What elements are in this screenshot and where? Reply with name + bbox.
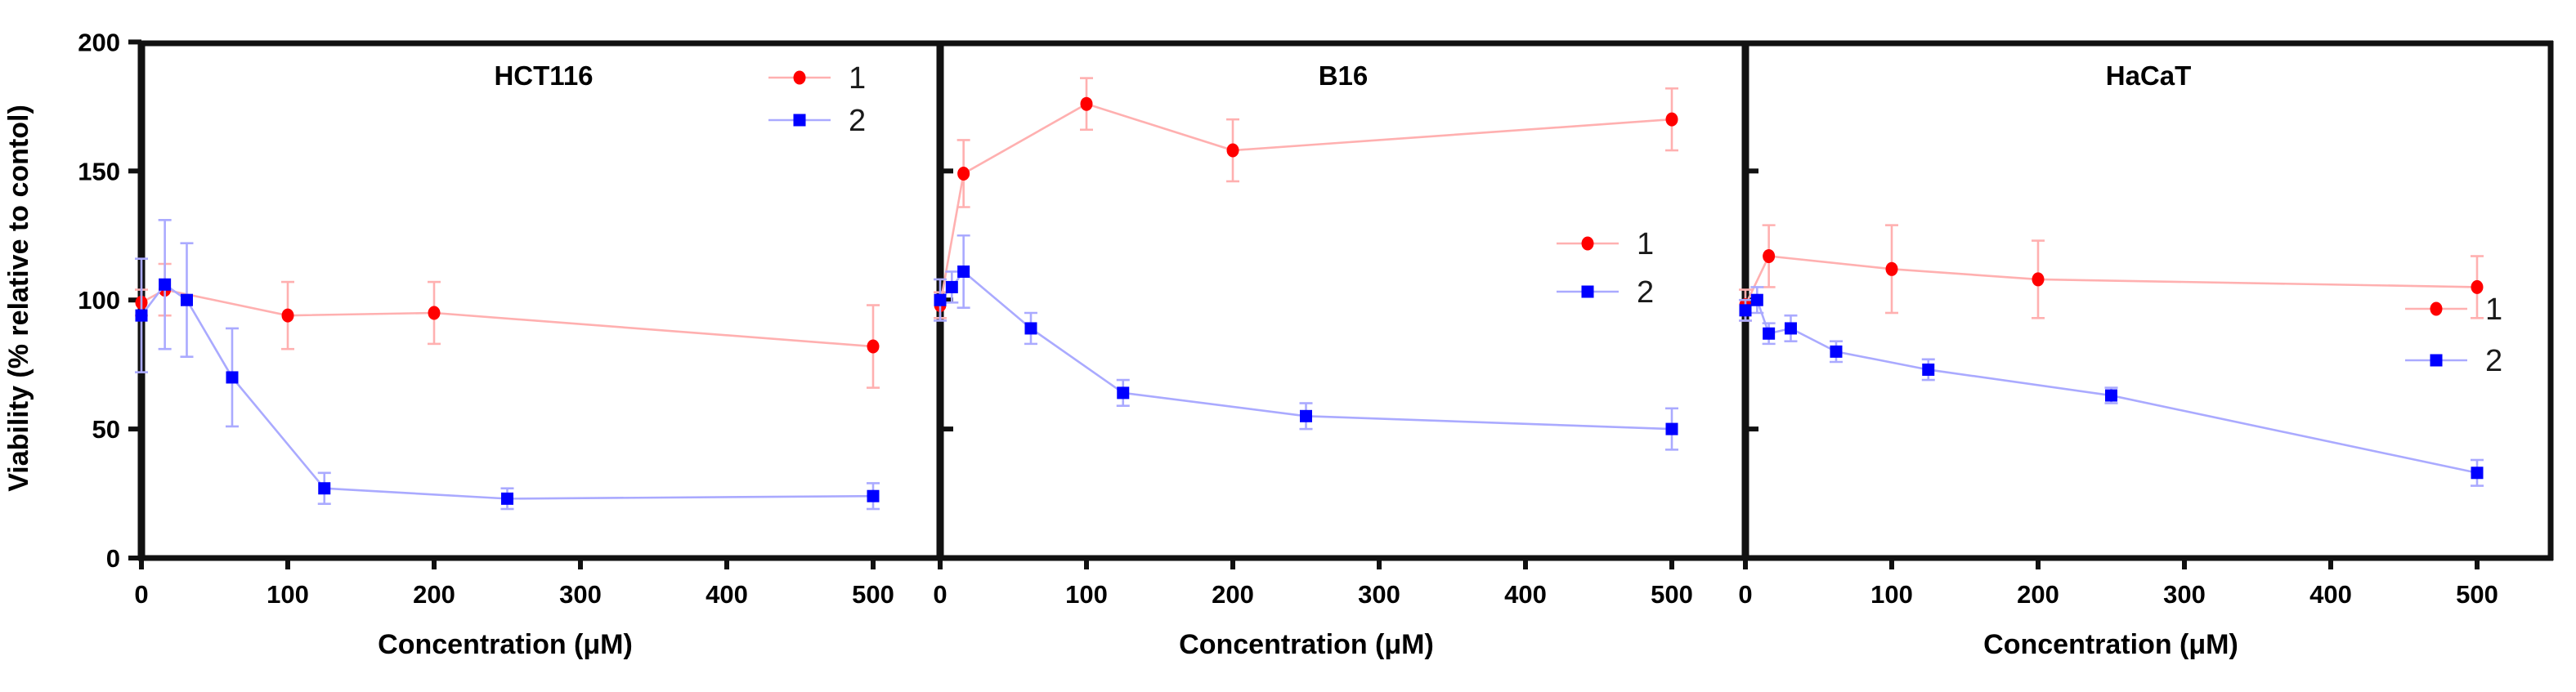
data-point-circle bbox=[957, 166, 970, 181]
data-point-circle bbox=[1665, 112, 1678, 127]
data-point-square bbox=[1830, 345, 1843, 358]
y-tick-label: 150 bbox=[78, 157, 120, 185]
x-tick-label: 0 bbox=[134, 580, 148, 609]
data-point-square bbox=[957, 265, 970, 278]
series-line-1 bbox=[939, 102, 1673, 306]
x-tick-label: 200 bbox=[1212, 580, 1254, 609]
legend-label-1: 1 bbox=[849, 61, 866, 96]
data-point-circle bbox=[1763, 249, 1776, 264]
data-point-circle bbox=[281, 308, 294, 323]
legend-marker-circle bbox=[2430, 301, 2443, 316]
data-point-square bbox=[2471, 467, 2484, 480]
x-axis-label-panel3: Concentration (μM) bbox=[1983, 629, 2238, 660]
data-point-square bbox=[1739, 304, 1752, 317]
x-axis-label-panel1: Concentration (μM) bbox=[378, 629, 633, 660]
plot-area: 0 50 100 150 200 0 100 200 300 400 500 1 2 0 100 200 300… bbox=[78, 28, 2554, 609]
legend-marker-square bbox=[793, 114, 806, 127]
data-point-square bbox=[2105, 389, 2117, 402]
legend-label-2: 2 bbox=[1637, 275, 1654, 310]
data-point-circle bbox=[2471, 279, 2484, 294]
data-point-square bbox=[1784, 322, 1797, 335]
data-point-square bbox=[180, 293, 193, 306]
y-tick-label: 200 bbox=[78, 28, 120, 56]
data-point-square bbox=[159, 278, 172, 291]
x-tick-label: 400 bbox=[706, 580, 748, 609]
data-point-circle bbox=[1885, 261, 1898, 276]
data-point-square bbox=[226, 371, 239, 384]
legend-marker-square bbox=[1581, 285, 1594, 298]
data-point-square bbox=[1750, 293, 1763, 306]
data-point-circle bbox=[2032, 272, 2045, 287]
data-point-square bbox=[1117, 386, 1130, 400]
series-line-2 bbox=[1745, 297, 2478, 475]
data-point-square bbox=[135, 309, 148, 322]
legend-label-1: 1 bbox=[2485, 292, 2502, 327]
series-line-2 bbox=[140, 283, 874, 500]
data-point-circle bbox=[428, 306, 441, 320]
x-tick-label: 400 bbox=[2309, 580, 2352, 609]
x-tick-label: 300 bbox=[559, 580, 602, 609]
data-point-square bbox=[501, 492, 513, 505]
data-point-square bbox=[1763, 327, 1776, 340]
x-tick-label: 500 bbox=[2456, 580, 2498, 609]
x-tick-label: 500 bbox=[1651, 580, 1693, 609]
panel-title-hacat: HaCaT bbox=[2106, 60, 2192, 91]
x-tick-label: 300 bbox=[1358, 580, 1400, 609]
y-tick-label: 50 bbox=[92, 415, 120, 444]
series-line-1 bbox=[141, 288, 874, 348]
data-point-square bbox=[1665, 422, 1678, 435]
data-point-square bbox=[318, 482, 331, 495]
data-point-circle bbox=[1080, 96, 1093, 111]
series-line-1 bbox=[1744, 255, 2478, 306]
x-tick-label: 0 bbox=[1738, 580, 1752, 609]
x-tick-label: 500 bbox=[852, 580, 894, 609]
x-tick-label: 300 bbox=[2163, 580, 2206, 609]
legend-label-2: 2 bbox=[2485, 344, 2502, 378]
x-tick-label: 0 bbox=[933, 580, 947, 609]
x-tick-label: 100 bbox=[267, 580, 309, 609]
legend-label-1: 1 bbox=[1637, 227, 1654, 261]
legend-marker-square bbox=[2430, 354, 2443, 367]
data-point-square bbox=[945, 280, 958, 293]
x-tick-label: 200 bbox=[2017, 580, 2059, 609]
data-point-circle bbox=[867, 339, 880, 354]
data-point-square bbox=[1300, 409, 1312, 422]
data-point-square bbox=[1024, 322, 1037, 335]
data-point-square bbox=[867, 489, 880, 502]
data-point-square bbox=[934, 293, 947, 306]
x-tick-label: 100 bbox=[1870, 580, 1913, 609]
y-tick-label: 100 bbox=[78, 286, 120, 315]
y-axis-label: Viability (% relative to contol) bbox=[3, 105, 34, 492]
panel-title-hct116: HCT116 bbox=[494, 60, 593, 91]
panel-title-b16: B16 bbox=[1319, 60, 1369, 91]
x-tick-label: 200 bbox=[413, 580, 455, 609]
data-point-square bbox=[1922, 363, 1935, 376]
data-point-circle bbox=[1226, 143, 1239, 158]
x-axis-label-panel2: Concentration (μM) bbox=[1179, 629, 1434, 660]
x-tick-label: 400 bbox=[1504, 580, 1547, 609]
x-tick-label: 100 bbox=[1065, 580, 1108, 609]
y-tick-label: 0 bbox=[106, 544, 120, 573]
legend-marker-circle bbox=[793, 70, 806, 85]
legend-label-2: 2 bbox=[849, 104, 866, 138]
legend-marker-circle bbox=[1581, 236, 1594, 251]
